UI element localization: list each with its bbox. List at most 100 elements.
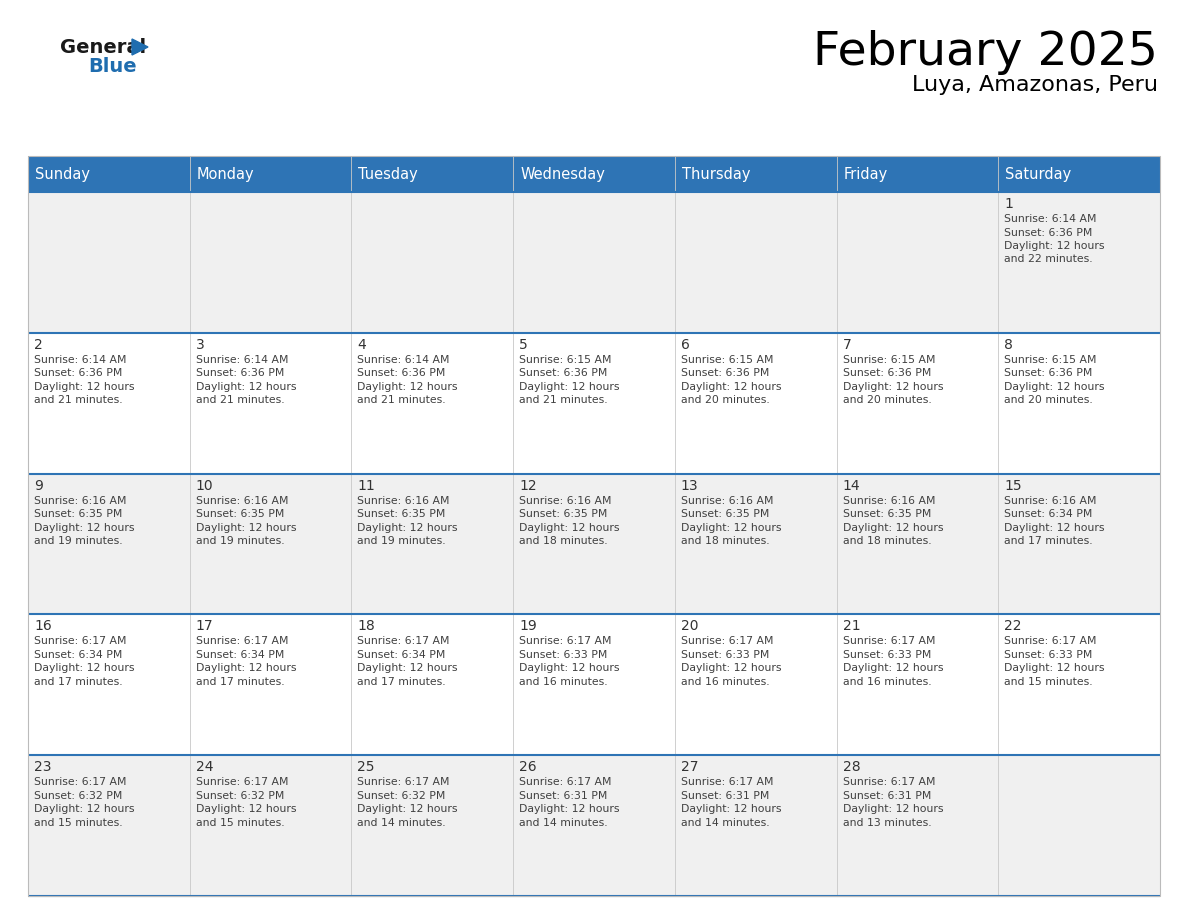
Text: Daylight: 12 hours: Daylight: 12 hours bbox=[34, 804, 134, 814]
Text: Sunrise: 6:17 AM: Sunrise: 6:17 AM bbox=[842, 778, 935, 788]
Text: Sunset: 6:35 PM: Sunset: 6:35 PM bbox=[358, 509, 446, 519]
Text: Daylight: 12 hours: Daylight: 12 hours bbox=[196, 804, 296, 814]
Text: Daylight: 12 hours: Daylight: 12 hours bbox=[196, 382, 296, 392]
Text: Sunrise: 6:17 AM: Sunrise: 6:17 AM bbox=[681, 778, 773, 788]
Text: 13: 13 bbox=[681, 478, 699, 493]
Bar bbox=[513, 156, 675, 192]
Text: and 17 minutes.: and 17 minutes. bbox=[1004, 536, 1093, 546]
Text: Sunset: 6:35 PM: Sunset: 6:35 PM bbox=[519, 509, 607, 519]
Text: and 20 minutes.: and 20 minutes. bbox=[681, 396, 770, 406]
Text: and 19 minutes.: and 19 minutes. bbox=[34, 536, 122, 546]
Text: Sunset: 6:36 PM: Sunset: 6:36 PM bbox=[1004, 368, 1093, 378]
Text: Sunrise: 6:14 AM: Sunrise: 6:14 AM bbox=[1004, 214, 1097, 224]
Text: Sunrise: 6:14 AM: Sunrise: 6:14 AM bbox=[196, 354, 289, 364]
Text: Sunset: 6:34 PM: Sunset: 6:34 PM bbox=[358, 650, 446, 660]
Text: Daylight: 12 hours: Daylight: 12 hours bbox=[358, 522, 457, 532]
Bar bbox=[190, 156, 352, 192]
Text: and 21 minutes.: and 21 minutes. bbox=[358, 396, 446, 406]
Text: Sunset: 6:35 PM: Sunset: 6:35 PM bbox=[681, 509, 770, 519]
Text: Sunrise: 6:15 AM: Sunrise: 6:15 AM bbox=[842, 354, 935, 364]
Text: Sunrise: 6:17 AM: Sunrise: 6:17 AM bbox=[34, 778, 126, 788]
Text: Sunrise: 6:16 AM: Sunrise: 6:16 AM bbox=[681, 496, 773, 506]
Bar bbox=[29, 333, 1159, 474]
Text: 15: 15 bbox=[1004, 478, 1022, 493]
Text: Sunset: 6:36 PM: Sunset: 6:36 PM bbox=[196, 368, 284, 378]
Text: Thursday: Thursday bbox=[682, 166, 751, 182]
Text: Sunset: 6:33 PM: Sunset: 6:33 PM bbox=[842, 650, 931, 660]
Text: Sunday: Sunday bbox=[34, 166, 90, 182]
Text: 25: 25 bbox=[358, 760, 375, 774]
Text: Sunset: 6:34 PM: Sunset: 6:34 PM bbox=[34, 650, 122, 660]
Text: Daylight: 12 hours: Daylight: 12 hours bbox=[196, 522, 296, 532]
Polygon shape bbox=[132, 39, 148, 55]
Text: Sunset: 6:32 PM: Sunset: 6:32 PM bbox=[358, 790, 446, 800]
Text: and 15 minutes.: and 15 minutes. bbox=[196, 818, 284, 828]
Text: Sunrise: 6:17 AM: Sunrise: 6:17 AM bbox=[358, 778, 450, 788]
Text: Daylight: 12 hours: Daylight: 12 hours bbox=[1004, 241, 1105, 251]
Text: 23: 23 bbox=[34, 760, 51, 774]
Bar bbox=[29, 614, 1159, 756]
Text: Sunset: 6:31 PM: Sunset: 6:31 PM bbox=[842, 790, 931, 800]
Text: Sunset: 6:36 PM: Sunset: 6:36 PM bbox=[358, 368, 446, 378]
Text: Sunrise: 6:15 AM: Sunrise: 6:15 AM bbox=[519, 354, 612, 364]
Text: and 14 minutes.: and 14 minutes. bbox=[681, 818, 770, 828]
Text: Sunrise: 6:14 AM: Sunrise: 6:14 AM bbox=[358, 354, 450, 364]
Text: 27: 27 bbox=[681, 760, 699, 774]
Text: 4: 4 bbox=[358, 338, 366, 352]
Text: 8: 8 bbox=[1004, 338, 1013, 352]
Text: Sunrise: 6:17 AM: Sunrise: 6:17 AM bbox=[358, 636, 450, 646]
Text: Friday: Friday bbox=[843, 166, 887, 182]
Text: 18: 18 bbox=[358, 620, 375, 633]
Bar bbox=[836, 156, 998, 192]
Text: Daylight: 12 hours: Daylight: 12 hours bbox=[34, 522, 134, 532]
Text: and 17 minutes.: and 17 minutes. bbox=[358, 677, 446, 687]
Text: and 18 minutes.: and 18 minutes. bbox=[842, 536, 931, 546]
Text: 7: 7 bbox=[842, 338, 852, 352]
Text: 21: 21 bbox=[842, 620, 860, 633]
Text: Sunset: 6:35 PM: Sunset: 6:35 PM bbox=[34, 509, 122, 519]
Text: Luya, Amazonas, Peru: Luya, Amazonas, Peru bbox=[912, 75, 1158, 95]
Text: Daylight: 12 hours: Daylight: 12 hours bbox=[34, 664, 134, 674]
Text: Daylight: 12 hours: Daylight: 12 hours bbox=[681, 522, 782, 532]
Text: Sunrise: 6:16 AM: Sunrise: 6:16 AM bbox=[842, 496, 935, 506]
Text: Sunset: 6:36 PM: Sunset: 6:36 PM bbox=[1004, 228, 1093, 238]
Text: Daylight: 12 hours: Daylight: 12 hours bbox=[681, 664, 782, 674]
Bar bbox=[675, 156, 836, 192]
Text: Sunrise: 6:17 AM: Sunrise: 6:17 AM bbox=[1004, 636, 1097, 646]
Text: 24: 24 bbox=[196, 760, 213, 774]
Text: and 16 minutes.: and 16 minutes. bbox=[681, 677, 770, 687]
Text: Sunset: 6:32 PM: Sunset: 6:32 PM bbox=[34, 790, 122, 800]
Text: 22: 22 bbox=[1004, 620, 1022, 633]
Text: Saturday: Saturday bbox=[1005, 166, 1072, 182]
Text: Daylight: 12 hours: Daylight: 12 hours bbox=[358, 804, 457, 814]
Text: and 21 minutes.: and 21 minutes. bbox=[196, 396, 284, 406]
Text: Sunset: 6:36 PM: Sunset: 6:36 PM bbox=[842, 368, 931, 378]
Text: Daylight: 12 hours: Daylight: 12 hours bbox=[842, 804, 943, 814]
Text: Sunset: 6:33 PM: Sunset: 6:33 PM bbox=[519, 650, 607, 660]
Text: and 21 minutes.: and 21 minutes. bbox=[519, 396, 608, 406]
Text: Daylight: 12 hours: Daylight: 12 hours bbox=[358, 664, 457, 674]
Text: Daylight: 12 hours: Daylight: 12 hours bbox=[358, 382, 457, 392]
Bar bbox=[998, 156, 1159, 192]
Text: Sunrise: 6:16 AM: Sunrise: 6:16 AM bbox=[358, 496, 450, 506]
Text: 1: 1 bbox=[1004, 197, 1013, 211]
Text: Daylight: 12 hours: Daylight: 12 hours bbox=[519, 382, 620, 392]
Text: and 15 minutes.: and 15 minutes. bbox=[34, 818, 122, 828]
Bar bbox=[29, 156, 190, 192]
Text: Sunrise: 6:17 AM: Sunrise: 6:17 AM bbox=[34, 636, 126, 646]
Text: Sunrise: 6:15 AM: Sunrise: 6:15 AM bbox=[1004, 354, 1097, 364]
Text: and 20 minutes.: and 20 minutes. bbox=[1004, 396, 1093, 406]
Text: Sunset: 6:31 PM: Sunset: 6:31 PM bbox=[681, 790, 770, 800]
Text: Daylight: 12 hours: Daylight: 12 hours bbox=[842, 522, 943, 532]
Text: Blue: Blue bbox=[88, 57, 137, 76]
Text: 14: 14 bbox=[842, 478, 860, 493]
Text: 19: 19 bbox=[519, 620, 537, 633]
Text: Sunrise: 6:17 AM: Sunrise: 6:17 AM bbox=[196, 636, 289, 646]
Text: Sunrise: 6:16 AM: Sunrise: 6:16 AM bbox=[1004, 496, 1097, 506]
Text: Monday: Monday bbox=[197, 166, 254, 182]
Text: and 14 minutes.: and 14 minutes. bbox=[519, 818, 608, 828]
Text: 11: 11 bbox=[358, 478, 375, 493]
Text: Daylight: 12 hours: Daylight: 12 hours bbox=[1004, 522, 1105, 532]
Text: Sunset: 6:33 PM: Sunset: 6:33 PM bbox=[1004, 650, 1093, 660]
Text: Sunrise: 6:17 AM: Sunrise: 6:17 AM bbox=[196, 778, 289, 788]
